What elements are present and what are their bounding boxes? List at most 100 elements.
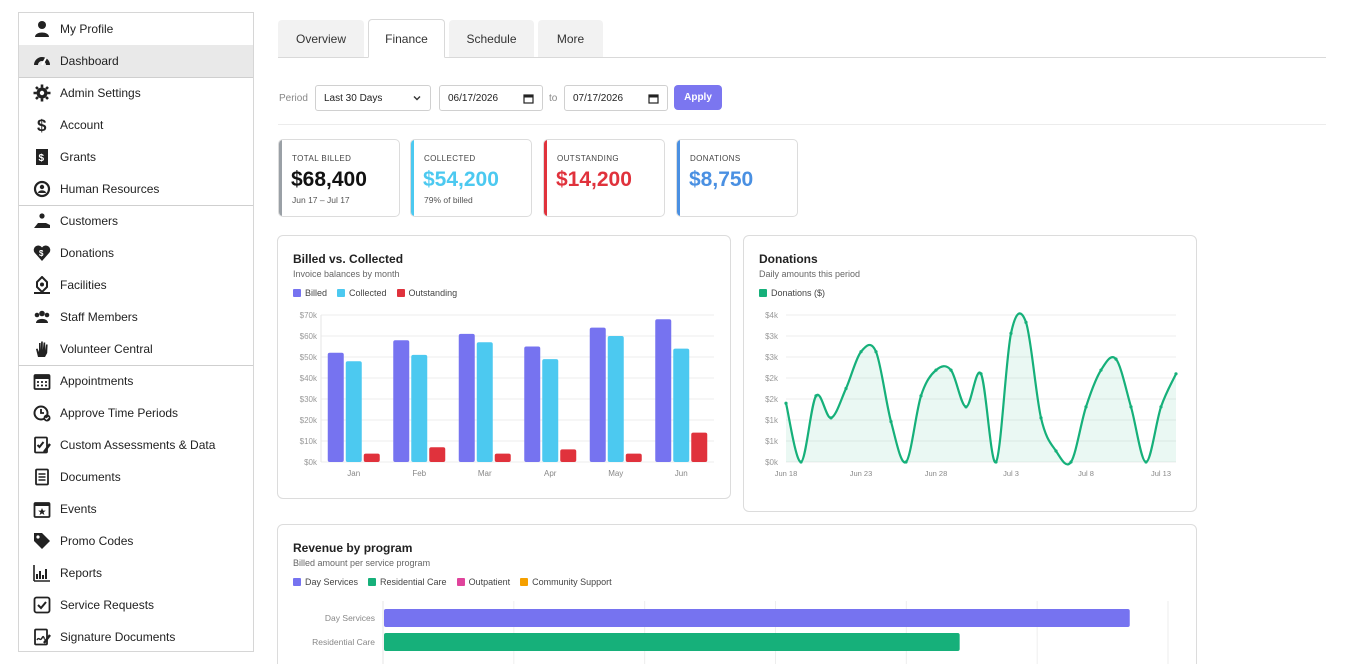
x-tick-label: Jul 13: [1151, 469, 1171, 478]
sidebar-item-approve-time-periods[interactable]: Approve Time Periods: [19, 397, 253, 429]
sidebar-item-signature-documents[interactable]: Signature Documents: [19, 621, 253, 651]
apply-button[interactable]: Apply: [674, 85, 722, 110]
chart-icon: [19, 564, 59, 582]
x-tick-label: Jun: [675, 469, 688, 478]
panel-title: Billed vs. Collected: [293, 252, 404, 266]
calendar-picker-icon[interactable]: [523, 93, 534, 104]
sidebar-item-donations[interactable]: $ Donations: [19, 237, 253, 269]
series-line-donations: [784, 312, 1178, 466]
sidebar-item-reports[interactable]: Reports: [19, 557, 253, 589]
chart-legend: Billed Collected Outstanding: [293, 288, 457, 298]
data-point: [964, 405, 968, 409]
legend-swatch: [368, 578, 377, 586]
y-tick-label: $2k: [765, 374, 779, 383]
panel-subtitle: Invoice balances by month: [293, 269, 400, 279]
sidebar-item-label: Dashboard: [60, 54, 119, 68]
y-tick-label: $70k: [300, 311, 318, 320]
data-point: [979, 372, 983, 376]
sidebar-item-label: Admin Settings: [60, 86, 141, 100]
sidebar-item-label: Staff Members: [60, 310, 138, 324]
sidebar-item-human-resources[interactable]: Human Resources: [19, 173, 253, 205]
user-icon: [19, 20, 59, 38]
stat-accent-bar: [677, 140, 680, 216]
from-date-input[interactable]: 06/17/2026: [439, 85, 543, 111]
legend-item: Outpatient: [456, 577, 510, 587]
period-select-value: Last 30 Days: [324, 92, 383, 104]
stat-accent-bar: [411, 140, 414, 216]
sidebar-item-facilities[interactable]: Facilities: [19, 269, 253, 301]
sidebar-divider: [19, 77, 253, 78]
stat-card-donations: DONATIONS $8,750: [676, 139, 798, 217]
y-tick-label: $50k: [300, 353, 318, 362]
legend-label: Residential Care: [380, 577, 447, 587]
sidebar-item-volunteer-central[interactable]: Volunteer Central: [19, 333, 253, 365]
period-select[interactable]: Last 30 Days: [315, 85, 431, 111]
data-point: [1114, 357, 1118, 361]
panel-title: Donations: [759, 252, 818, 266]
document-icon: [19, 468, 59, 486]
calendar-icon: [19, 372, 59, 390]
sidebar-item-label: Custom Assessments & Data: [60, 438, 216, 452]
y-tick-label: $30k: [300, 395, 318, 404]
sidebar-item-events[interactable]: Events: [19, 493, 253, 525]
sidebar-item-custom-assessments-data[interactable]: Custom Assessments & Data: [19, 429, 253, 461]
bar-outstanding: [691, 432, 708, 462]
data-point: [1009, 331, 1013, 335]
x-tick-label: Apr: [544, 469, 557, 478]
bar-billed: [458, 333, 475, 462]
sidebar-item-label: Customers: [60, 214, 119, 228]
bar-billed: [327, 352, 344, 462]
y-tick-label: $10k: [300, 437, 318, 446]
chart-legend: Day Services Residential Care Outpatient Co…: [293, 577, 612, 587]
legend-item: Day Services: [293, 577, 358, 587]
sidebar-item-label: Promo Codes: [60, 534, 134, 548]
data-point: [1069, 460, 1073, 464]
sidebar-item-account[interactable]: $ Account: [19, 109, 253, 141]
donations-panel: Donations Daily amounts this period Dona…: [743, 235, 1197, 512]
tab-finance[interactable]: Finance: [368, 19, 445, 58]
bar-billed: [589, 327, 606, 462]
sidebar-item-label: Facilities: [60, 278, 107, 292]
sidebar-item-promo-codes[interactable]: Promo Codes: [19, 525, 253, 557]
sidebar-item-customers[interactable]: Customers: [19, 205, 253, 237]
bar-outstanding: [494, 453, 511, 462]
tab-overview[interactable]: Overview: [278, 20, 364, 57]
data-point: [889, 419, 893, 424]
y-tick-label: $1k: [765, 437, 779, 446]
bar-collected: [411, 354, 428, 462]
signature-icon: [19, 628, 59, 646]
sidebar-item-dashboard[interactable]: Dashboard: [19, 45, 253, 77]
bar-outstanding: [625, 453, 642, 462]
bar-day-services: [384, 609, 1130, 627]
sidebar-item-admin-settings[interactable]: Admin Settings: [19, 77, 253, 109]
divider: [278, 124, 1326, 125]
stat-value: $14,200: [556, 168, 632, 191]
bar-outstanding: [363, 453, 380, 462]
bar-outstanding: [560, 449, 577, 462]
data-point: [1084, 405, 1088, 409]
sidebar-item-service-requests[interactable]: Service Requests: [19, 589, 253, 621]
bar-billed: [524, 346, 541, 462]
sidebar-item-staff-members[interactable]: Staff Members: [19, 301, 253, 333]
panel-title: Revenue by program: [293, 541, 413, 555]
y-tick-label: $0k: [765, 458, 779, 467]
sidebar-item-documents[interactable]: Documents: [19, 461, 253, 493]
y-tick-label: $3k: [765, 332, 779, 341]
calendar-picker-icon[interactable]: [648, 93, 659, 104]
sidebar-item-appointments[interactable]: Appointments: [19, 365, 253, 397]
stat-caption: TOTAL BILLED: [292, 154, 352, 163]
billed-vs-collected-panel: Billed vs. Collected Invoice balances by…: [277, 235, 731, 499]
tab-more[interactable]: More: [538, 20, 603, 57]
tab-schedule[interactable]: Schedule: [449, 20, 534, 57]
panel-subtitle: Billed amount per service program: [293, 558, 431, 568]
dashboard-icon: [19, 52, 59, 70]
tag-icon: [19, 532, 59, 550]
sidebar-item-label: Service Requests: [60, 598, 155, 612]
sidebar-item-my-profile[interactable]: My Profile: [19, 13, 253, 45]
sidebar-item-grants[interactable]: $ Grants: [19, 141, 253, 173]
to-label: to: [549, 93, 558, 104]
data-point: [934, 368, 938, 372]
calendar-star-icon: [19, 500, 59, 518]
bar-residential-care: [384, 633, 960, 651]
to-date-input[interactable]: 07/17/2026: [564, 85, 668, 111]
